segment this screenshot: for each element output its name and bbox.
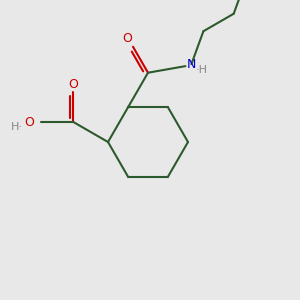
Text: O: O [122, 32, 132, 45]
Text: ·H: ·H [195, 65, 207, 75]
Text: O: O [24, 116, 34, 128]
Text: N: N [187, 58, 196, 70]
Text: H·: H· [11, 122, 23, 132]
Text: O: O [68, 77, 78, 91]
